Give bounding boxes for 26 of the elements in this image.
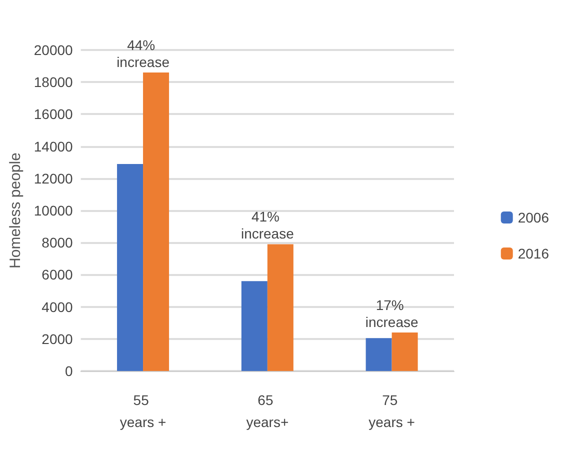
y-tick-label: 18000: [34, 74, 74, 90]
annotation: 41% increase: [240, 208, 294, 242]
bar: [267, 244, 294, 371]
y-tick-label: 14000: [34, 138, 74, 154]
y-tick-label: 2000: [42, 330, 74, 347]
bar: [392, 332, 418, 371]
legend-label: 2016: [518, 246, 550, 262]
x-tick-label: 75 years +: [368, 392, 415, 430]
y-tick-label: 16000: [34, 106, 74, 122]
bar: [117, 164, 144, 371]
y-axis-title: Homeless people: [7, 152, 24, 268]
bar: [366, 338, 392, 371]
bar: [241, 281, 268, 371]
y-tick-label: 6000: [42, 266, 74, 283]
bar: [143, 72, 170, 371]
y-tick-label: 20000: [34, 42, 74, 58]
y-tick-label: 12000: [34, 170, 74, 186]
y-tick-label: 8000: [42, 234, 74, 251]
y-tick-label: 4000: [42, 298, 74, 315]
annotation: 17% increase: [365, 296, 418, 330]
y-tick-label: 10000: [34, 202, 74, 218]
y-tick-label: 0: [65, 363, 74, 379]
x-tick-label: 65 years+: [246, 392, 289, 430]
annotation: 44% increase: [116, 36, 170, 70]
legend-label: 2006: [518, 210, 550, 226]
x-tick-label: 55 years +: [120, 392, 166, 430]
